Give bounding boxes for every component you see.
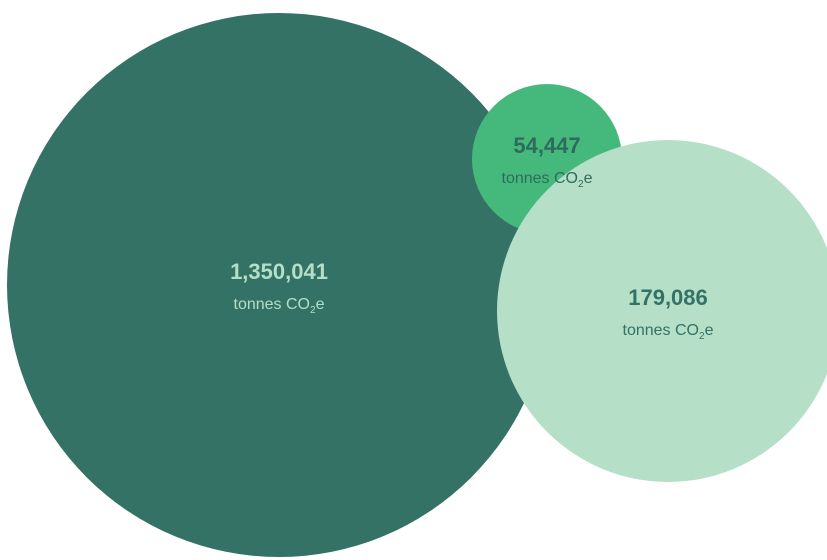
bubble-large xyxy=(7,13,551,557)
bubble-medium-value: 179,086 xyxy=(628,285,708,310)
bubble-small-unit: tonnes CO2e xyxy=(502,170,593,190)
bubbles-layer xyxy=(7,13,827,557)
bubble-small-value: 54,447 xyxy=(513,133,580,158)
bubble-medium xyxy=(497,140,827,482)
labels-layer: 1,350,041 tonnes CO2e 54,447 tonnes CO2e 179… xyxy=(230,133,714,342)
bubble-large-value: 1,350,041 xyxy=(230,259,328,284)
bubble-large-unit: tonnes CO2e xyxy=(234,296,325,316)
bubble-medium-unit: tonnes CO2e xyxy=(623,322,714,342)
